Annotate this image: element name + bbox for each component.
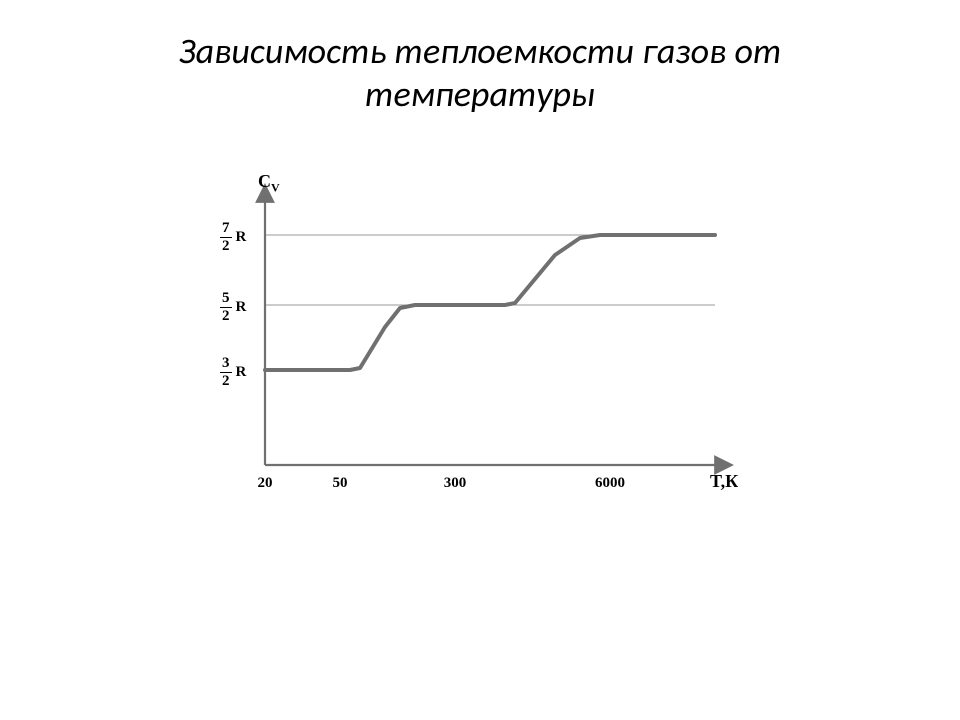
x-axis-label: T,К [710, 471, 738, 492]
ytick-5-2-R: 5 2 R [220, 291, 246, 324]
page-title: Зависимость теплоемкости газов от темпер… [0, 30, 960, 116]
chart-svg [210, 175, 750, 515]
slide: Зависимость теплоемкости газов от темпер… [0, 0, 960, 720]
fraction: 7 2 [220, 221, 232, 254]
title-line-1: Зависимость теплоемкости газов от [179, 29, 782, 73]
ytick-7-2-R: 7 2 R [220, 221, 246, 254]
title-line-2: температуры [365, 72, 595, 116]
xtick-20: 20 [258, 475, 273, 492]
fraction: 5 2 [220, 291, 232, 324]
xtick-300: 300 [444, 475, 467, 492]
fraction: 3 2 [220, 356, 232, 389]
heat-capacity-chart: CV T,К 7 2 R 5 2 R 3 2 R [210, 175, 750, 515]
ytick-3-2-R: 3 2 R [220, 356, 246, 389]
xtick-6000: 6000 [595, 475, 625, 492]
xtick-50: 50 [333, 475, 348, 492]
y-axis-label: CV [258, 171, 280, 196]
